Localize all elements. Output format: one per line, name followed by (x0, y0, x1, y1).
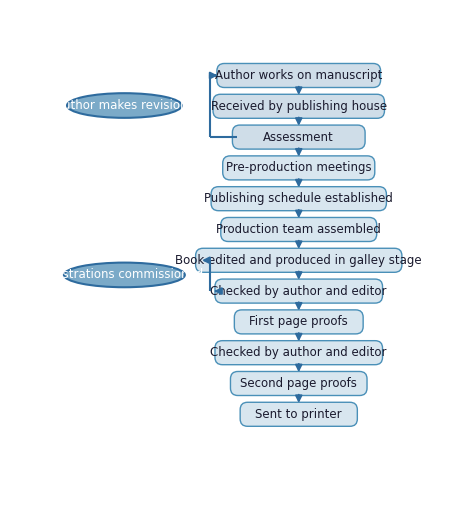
Text: Received by publishing house: Received by publishing house (211, 100, 387, 113)
FancyBboxPatch shape (240, 402, 358, 426)
Text: Author makes revisions: Author makes revisions (55, 99, 194, 112)
Text: Checked by author and editor: Checked by author and editor (211, 284, 387, 297)
Text: Author works on manuscript: Author works on manuscript (215, 69, 382, 82)
FancyBboxPatch shape (217, 63, 380, 87)
FancyBboxPatch shape (211, 187, 387, 211)
Text: Assessment: Assessment (263, 131, 334, 144)
FancyBboxPatch shape (196, 248, 402, 272)
FancyBboxPatch shape (221, 217, 377, 241)
Text: Illustrations commissioned: Illustrations commissioned (45, 268, 204, 281)
FancyBboxPatch shape (233, 125, 365, 149)
FancyBboxPatch shape (223, 156, 375, 180)
FancyBboxPatch shape (230, 371, 367, 396)
Ellipse shape (64, 263, 185, 287)
FancyBboxPatch shape (213, 94, 385, 119)
Text: Checked by author and editor: Checked by author and editor (211, 346, 387, 359)
FancyBboxPatch shape (234, 310, 363, 334)
Text: Book edited and produced in galley stage: Book edited and produced in galley stage (176, 254, 422, 267)
Text: Pre-production meetings: Pre-production meetings (226, 161, 372, 174)
FancyBboxPatch shape (215, 341, 382, 365)
Text: Production team assembled: Production team assembled (216, 223, 381, 236)
FancyBboxPatch shape (215, 279, 382, 303)
Ellipse shape (67, 93, 182, 118)
Text: Second page proofs: Second page proofs (240, 377, 357, 390)
Text: First page proofs: First page proofs (249, 316, 348, 329)
Text: Publishing schedule established: Publishing schedule established (205, 192, 393, 205)
Text: Sent to printer: Sent to printer (256, 408, 342, 421)
